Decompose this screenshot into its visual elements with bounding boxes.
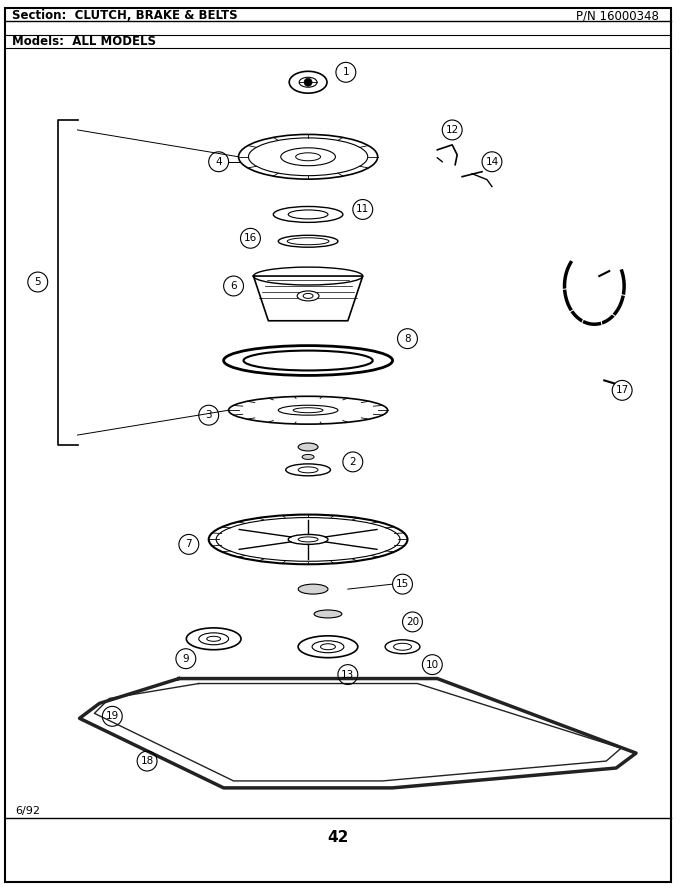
Text: 19: 19 [105,711,119,721]
Text: 7: 7 [186,539,192,549]
Text: 1: 1 [343,68,349,77]
Text: P/N 16000348: P/N 16000348 [577,9,660,22]
Text: 4: 4 [216,157,222,166]
Text: 10: 10 [426,659,439,669]
Text: 12: 12 [445,125,459,135]
Text: Models:  ALL MODELS: Models: ALL MODELS [12,35,156,48]
Text: 8: 8 [404,334,411,344]
Ellipse shape [297,291,319,301]
Text: 42: 42 [327,830,349,845]
Text: 16: 16 [244,233,257,243]
Text: 18: 18 [141,756,154,766]
Text: 3: 3 [205,410,212,420]
Text: 17: 17 [615,385,629,395]
Text: 5: 5 [35,277,41,287]
Text: 6: 6 [231,281,237,291]
Text: 2: 2 [350,457,356,467]
Text: Section:  CLUTCH, BRAKE & BELTS: Section: CLUTCH, BRAKE & BELTS [12,9,237,22]
Ellipse shape [298,443,318,451]
Text: 15: 15 [396,579,409,589]
Ellipse shape [314,610,342,618]
Circle shape [304,78,312,86]
Text: 13: 13 [341,669,354,680]
Ellipse shape [302,455,314,459]
Text: 11: 11 [356,205,369,214]
Ellipse shape [298,584,328,595]
Text: 20: 20 [406,617,419,627]
Text: 6/92: 6/92 [15,805,40,816]
Text: 14: 14 [486,157,498,166]
Text: 9: 9 [182,653,189,664]
